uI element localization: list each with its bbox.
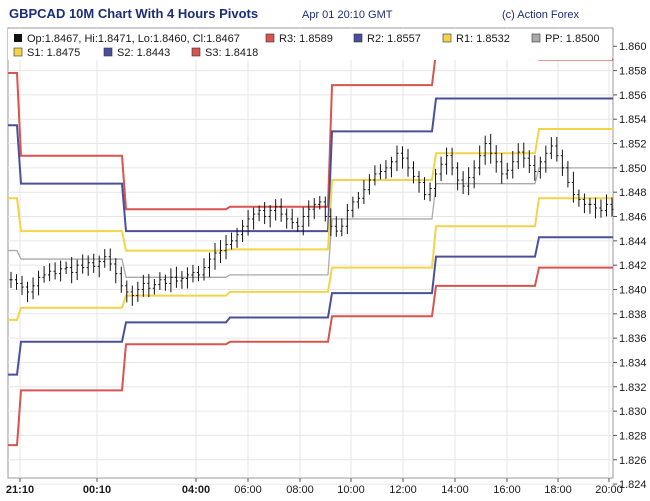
chart-timestamp: Apr 01 20:10 GMT [302, 9, 393, 21]
price-bars [9, 133, 614, 306]
pivot-line-pp [8, 167, 613, 278]
y-tick-label: 1.850 [619, 163, 647, 175]
y-tick-label: 1.840 [619, 284, 647, 296]
legend: Op:1.8467, Hi:1.8471, Lo:1.8460, Cl:1.84… [8, 29, 612, 60]
pivot-line-s3 [8, 266, 613, 447]
x-tick-label: 20:00 [595, 484, 623, 496]
x-tick-label: 00:10 [83, 484, 111, 496]
x-tick-label: 04:00 [182, 484, 210, 496]
x-tick-label: 18:00 [544, 484, 572, 496]
y-tick-label: 1.832 [619, 382, 647, 394]
x-tick-label: 10:00 [337, 484, 365, 496]
pivot-line-s1 [8, 197, 613, 321]
y-tick-label: 1.852 [619, 139, 647, 151]
y-tick-label: 1.858 [619, 66, 647, 78]
chart-credit: (c) Action Forex [502, 9, 580, 21]
y-tick-label: 1.838 [619, 309, 647, 321]
legend-label-s3: S3: 1.8418 [205, 47, 258, 59]
ohlc-readout: Op:1.8467, Hi:1.8471, Lo:1.8460, Cl:1.84… [27, 33, 240, 45]
y-tick-label: 1.860 [619, 41, 647, 53]
pivot-line-s2 [8, 236, 613, 376]
x-tick-label: 14:00 [441, 484, 469, 496]
x-tick-label: 12:00 [389, 484, 417, 496]
legend-label-s2: S2: 1.8443 [117, 47, 170, 59]
y-tick-label: 1.846 [619, 212, 647, 224]
legend-swatch-s1 [13, 47, 23, 57]
chart-title: GBPCAD 10M Chart With 4 Hours Pivots [9, 6, 259, 21]
y-tick-label: 1.844 [619, 236, 647, 248]
legend-swatch-s3 [191, 47, 201, 57]
ohlc-swatch [14, 34, 22, 42]
x-tick-label: 16:00 [493, 484, 521, 496]
legend-swatch-r3 [265, 33, 275, 43]
legend-swatch-r2 [353, 33, 363, 43]
legend-swatch-r1 [442, 33, 452, 43]
legend-label-r2: R2: 1.8557 [367, 33, 421, 45]
y-tick-label: 1.824 [619, 479, 647, 491]
plot-area [7, 27, 614, 479]
legend-label-s1: S1: 1.8475 [27, 47, 80, 59]
y-tick-label: 1.842 [619, 260, 647, 272]
x-axis: 21:10 00:10 04:00 06:00 08:00 10:00 12:00 14:00… [6, 478, 623, 496]
x-tick-label: 21:10 [6, 484, 34, 496]
legend-label-r1: R1: 1.8532 [456, 33, 510, 45]
y-tick-label: 1.828 [619, 430, 647, 442]
y-tick-label: 1.834 [619, 357, 647, 369]
legend-swatch-s2 [103, 47, 113, 57]
legend-label-r3: R3: 1.8589 [279, 33, 333, 45]
x-tick-label: 08:00 [286, 484, 314, 496]
pivot-line-r2 [8, 97, 613, 233]
x-tick-label: 06:00 [234, 484, 262, 496]
y-tick-label: 1.830 [619, 406, 647, 418]
y-tick-label: 1.856 [619, 90, 647, 102]
y-tick-label: 1.854 [619, 114, 647, 126]
legend-swatch-pp [531, 33, 541, 43]
legend-label-pp: PP: 1.8500 [545, 33, 599, 45]
y-tick-label: 1.848 [619, 187, 647, 199]
y-tick-label: 1.826 [619, 455, 647, 467]
y-tick-label: 1.836 [619, 333, 647, 345]
y-axis: 1.860 1.858 1.856 1.854 1.852 1.850 1.848 1.846… [613, 41, 647, 491]
